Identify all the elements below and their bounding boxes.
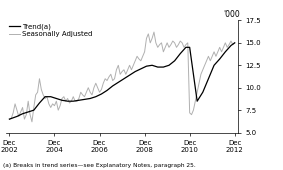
Text: (a) Breaks in trend series—see Explanatory Notes, paragraph 25.: (a) Breaks in trend series—see Explanato…	[3, 163, 196, 168]
Text: '000: '000	[223, 10, 240, 19]
Legend: Trend(a), Seasonally Adjusted: Trend(a), Seasonally Adjusted	[9, 24, 93, 37]
